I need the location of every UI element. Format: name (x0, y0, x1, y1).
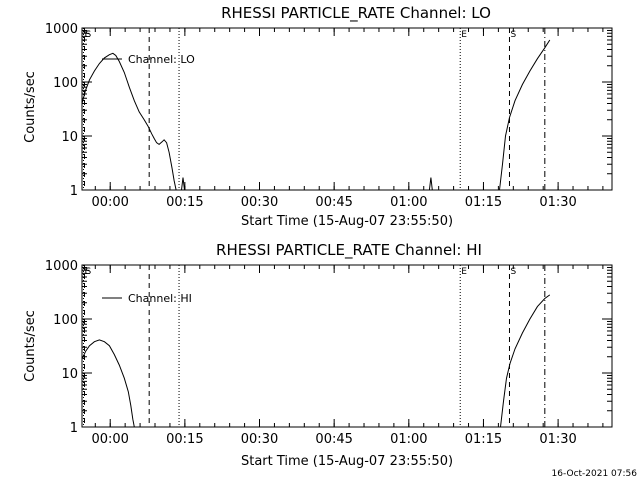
hi-y-axis-label: Counts/sec (23, 310, 38, 382)
lo-y-axis-label: Counts/sec (23, 71, 38, 143)
hi-y-tick-label: 1 (70, 421, 78, 436)
lo-legend-label: Channel: LO (128, 53, 195, 66)
lo-channel-panel: RHESSI PARTICLE_RATE Channel: LO Counts/… (23, 4, 613, 229)
hi-x-tick-label: 01:30 (539, 432, 576, 447)
lo-series-line (81, 52, 177, 191)
hi-channel-panel: RHESSI PARTICLE_RATE Channel: HI Counts/… (23, 241, 613, 469)
lo-x-tick-label: 00:15 (166, 195, 203, 210)
hi-plot-marks: 00:00 00:15 00:30 00:45 01:00 01:15 01:30 1 10 10… (45, 259, 612, 447)
hi-x-tick-label: 00:15 (166, 432, 203, 447)
hi-marker-label: E (461, 267, 467, 277)
lo-y-tick-label: 100 (53, 76, 78, 91)
hi-legend-label: Channel: HI (128, 292, 192, 305)
hi-y-tick-label: 1000 (45, 259, 78, 274)
hi-marker-label: S (510, 267, 516, 277)
lo-plot-frame (81, 27, 613, 191)
hi-series-line (500, 294, 551, 428)
hi-x-tick-label: 00:45 (315, 432, 352, 447)
lo-marker-label: S (85, 30, 91, 40)
hi-y-tick-label: 100 (53, 313, 78, 328)
lo-y-tick-label: 1 (70, 184, 78, 199)
hi-x-axis-label: Start Time (15-Aug-07 23:55:50) (241, 454, 453, 469)
hi-plot-frame (81, 264, 613, 428)
lo-series-line (181, 177, 185, 191)
lo-plot-marks: 00:00 00:15 00:30 00:45 01:00 01:15 01:30 1 10 10… (45, 22, 612, 210)
hi-x-tick-label: 01:15 (465, 432, 502, 447)
lo-marker-label: E (461, 30, 467, 40)
hi-chart-title: RHESSI PARTICLE_RATE Channel: HI (216, 241, 482, 260)
lo-y-tick-label: 1000 (45, 22, 78, 37)
generation-timestamp: 16-Oct-2021 07:56 (552, 469, 638, 479)
lo-series-line (428, 177, 433, 191)
hi-x-tick-label: 00:30 (241, 432, 278, 447)
lo-marker-label: E (84, 30, 90, 40)
lo-y-tick-label: 10 (61, 130, 78, 145)
hi-x-tick-label: 00:00 (91, 432, 128, 447)
lo-x-tick-label: 00:30 (241, 195, 278, 210)
lo-series-line (499, 39, 551, 191)
lo-x-tick-label: 01:30 (539, 195, 576, 210)
hi-marker-label: E (84, 267, 90, 277)
lo-x-tick-label: 01:15 (465, 195, 502, 210)
hi-x-tick-label: 01:00 (390, 432, 427, 447)
lo-x-tick-label: 00:00 (91, 195, 128, 210)
lo-x-tick-label: 00:45 (315, 195, 352, 210)
lo-marker-label: S (510, 30, 516, 40)
lo-chart-title: RHESSI PARTICLE_RATE Channel: LO (221, 4, 491, 23)
hi-series-line (81, 339, 135, 428)
lo-x-tick-label: 01:00 (390, 195, 427, 210)
hi-y-tick-label: 10 (61, 367, 78, 382)
lo-x-axis-label: Start Time (15-Aug-07 23:55:50) (241, 214, 453, 229)
hi-marker-label: S (85, 267, 91, 277)
